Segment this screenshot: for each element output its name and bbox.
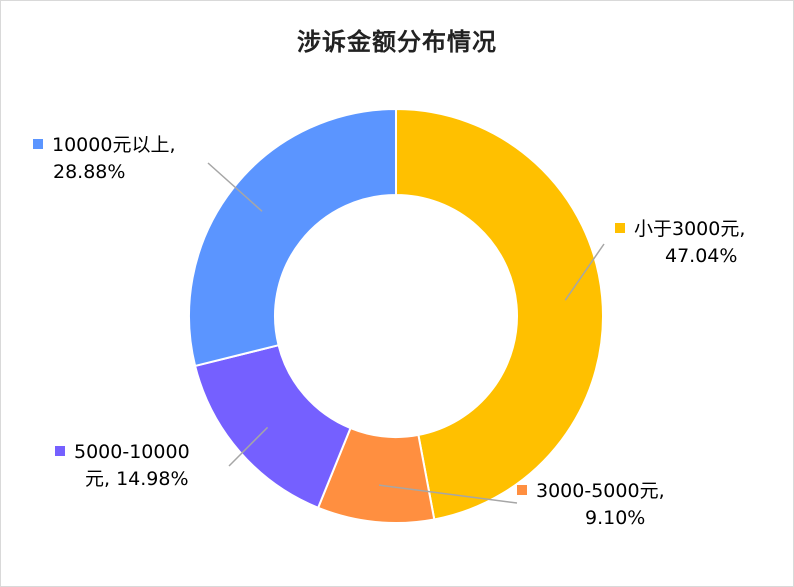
- chart-title: 涉诉金额分布情况: [297, 28, 497, 56]
- swatch-3000-5000: [517, 485, 527, 495]
- data-label-3000-5000: 3000-5000元, 9.10%: [517, 478, 665, 532]
- slice-over-10000: [188, 107, 397, 368]
- label-value-3000-5000: 9.10%: [585, 507, 646, 529]
- data-label-over-10000: 10000元以上, 28.88%: [33, 132, 175, 186]
- label-name-3000-5000: 3000-5000元,: [536, 480, 665, 502]
- leader-line-3000-5000: [378, 484, 518, 504]
- label-name-5000-10000: 5000-10000: [74, 441, 190, 463]
- leader-line-over-10000: [207, 162, 263, 212]
- swatch-5000-10000: [55, 446, 65, 456]
- label-name-less-than-3000: 小于3000元,: [634, 218, 746, 240]
- slice-5000-10000: [193, 343, 352, 510]
- leader-line-5000-10000: [228, 426, 269, 467]
- label-name-over-10000: 10000元以上,: [52, 134, 176, 156]
- label-value-over-10000: 28.88%: [53, 161, 126, 183]
- slice-less-than-3000: [395, 107, 604, 521]
- label-value-5000-10000: 元, 14.98%: [85, 468, 189, 490]
- leader-line-less-than-3000: [564, 243, 605, 301]
- swatch-over-10000: [33, 139, 43, 149]
- label-value-less-than-3000: 47.04%: [665, 245, 738, 267]
- swatch-less-than-3000: [615, 223, 625, 233]
- data-label-5000-10000: 5000-10000 元, 14.98%: [55, 439, 190, 493]
- data-label-less-than-3000: 小于3000元, 47.04%: [615, 216, 745, 270]
